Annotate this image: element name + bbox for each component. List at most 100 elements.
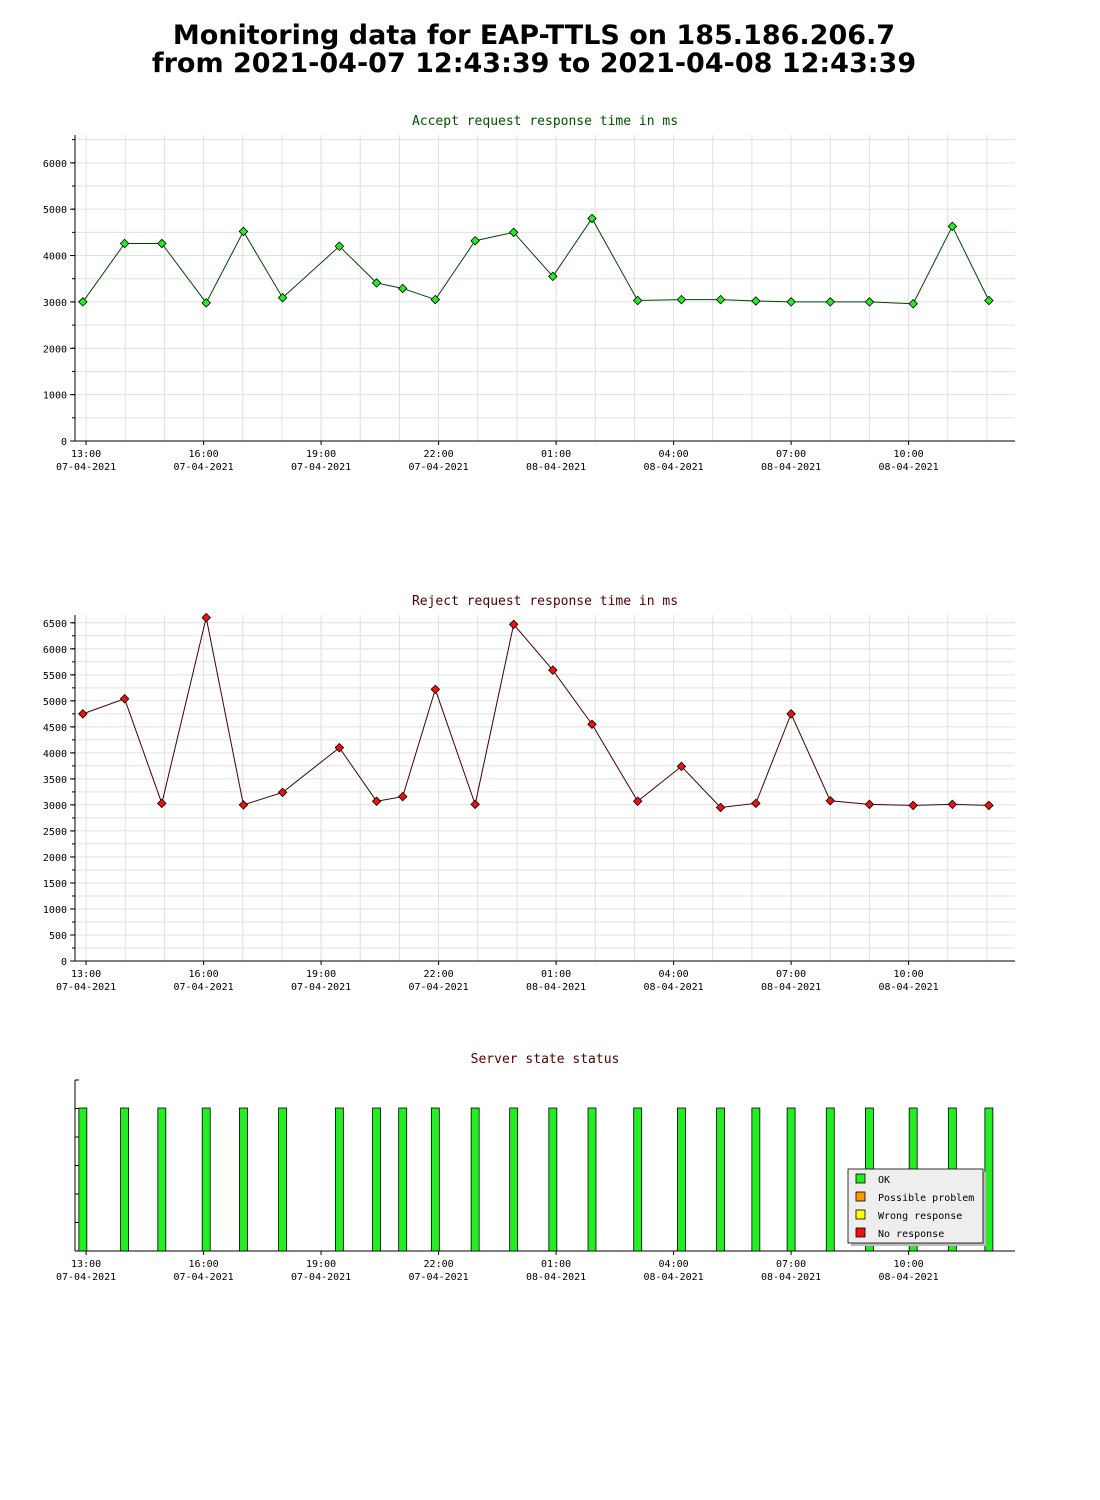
x-tick-label: 13:00 <box>71 449 101 460</box>
x-tick-label: 07:00 <box>776 969 806 980</box>
data-point <box>751 296 761 306</box>
y-tick-label: 2000 <box>43 853 67 864</box>
x-tick-date: 08-04-2021 <box>643 462 703 473</box>
x-tick-label: 04:00 <box>659 969 689 980</box>
status-bar <box>430 1107 440 1252</box>
status-bar <box>587 1107 597 1252</box>
x-tick-label: 10:00 <box>894 969 924 980</box>
x-tick-label: 19:00 <box>306 449 336 460</box>
x-tick-date: 07-04-2021 <box>173 982 233 993</box>
data-point <box>947 799 958 810</box>
series-line <box>82 617 989 809</box>
x-tick-date: 08-04-2021 <box>643 982 703 993</box>
data-point <box>78 297 88 307</box>
data-point <box>676 294 687 305</box>
data-point <box>908 800 918 811</box>
y-tick-label: 3000 <box>43 801 67 812</box>
y-tick-label: 4000 <box>43 252 67 263</box>
data-point <box>751 798 761 809</box>
status-bar <box>984 1107 994 1252</box>
x-tick-label: 01:00 <box>541 969 571 980</box>
status-bar <box>239 1107 248 1252</box>
x-tick-label: 07:00 <box>776 449 806 460</box>
page-title-line-1: Monitoring data for EAP-TTLS on 185.186.… <box>172 20 896 51</box>
y-tick-label: 5000 <box>43 205 67 216</box>
data-point <box>430 684 441 695</box>
x-tick-label: 01:00 <box>541 449 571 460</box>
data-point <box>632 796 643 807</box>
x-tick-label: 22:00 <box>424 1259 454 1270</box>
x-tick-date: 07-04-2021 <box>56 462 116 473</box>
x-tick-date: 08-04-2021 <box>761 1272 821 1283</box>
status-bar <box>825 1107 835 1252</box>
status-bar <box>398 1107 408 1252</box>
legend-label: Possible problem <box>878 1193 974 1204</box>
x-tick-label: 22:00 <box>424 449 454 460</box>
x-tick-label: 13:00 <box>71 969 101 980</box>
y-tick-label: 2000 <box>43 344 67 355</box>
data-point <box>825 795 836 806</box>
y-tick-label: 500 <box>49 931 67 942</box>
data-point <box>908 298 918 309</box>
data-point <box>864 799 875 810</box>
x-tick-label: 13:00 <box>71 1259 101 1270</box>
data-point <box>397 791 408 802</box>
x-tick-label: 19:00 <box>306 969 336 980</box>
data-point <box>984 295 994 306</box>
status-bar <box>470 1107 480 1252</box>
y-tick-label: 3000 <box>43 298 67 309</box>
data-point <box>786 709 796 719</box>
data-point <box>715 802 726 813</box>
status-bar <box>548 1107 558 1252</box>
x-tick-date: 08-04-2021 <box>526 982 586 993</box>
x-tick-date: 08-04-2021 <box>526 1272 586 1283</box>
y-tick-label: 5000 <box>43 697 67 708</box>
legend-label: Wrong response <box>878 1211 962 1222</box>
y-tick-label: 6000 <box>43 645 67 656</box>
data-point <box>470 799 480 810</box>
data-point <box>238 226 249 237</box>
reject-response-chart: Reject request response time in ms 0 500 10… <box>43 594 1015 993</box>
chart-title: Server state status <box>471 1052 620 1067</box>
data-point <box>201 612 211 623</box>
data-point <box>157 238 167 249</box>
data-point <box>157 798 167 809</box>
data-point <box>397 283 408 294</box>
data-point <box>371 278 382 288</box>
y-tick-label: 5500 <box>43 671 67 682</box>
chart-title: Reject request response time in ms <box>412 594 678 609</box>
page-title-line-2: from 2021-04-07 12:43:39 to 2021-04-08 1… <box>151 48 917 79</box>
page-title: Monitoring data for EAP-TTLS on 185.186.… <box>0 22 1068 78</box>
data-point <box>119 694 130 704</box>
legend-swatch <box>855 1173 866 1184</box>
x-tick-date: 07-04-2021 <box>173 1272 233 1283</box>
x-tick-date: 08-04-2021 <box>761 982 821 993</box>
x-tick-date: 07-04-2021 <box>173 462 233 473</box>
data-point <box>508 227 519 238</box>
legend-swatch <box>855 1191 866 1202</box>
x-tick-label: 16:00 <box>189 449 219 460</box>
data-point <box>508 619 519 630</box>
x-tick-date: 08-04-2021 <box>878 982 938 993</box>
x-tick-label: 07:00 <box>776 1259 806 1270</box>
x-tick-date: 07-04-2021 <box>291 982 351 993</box>
series-line <box>82 217 990 305</box>
status-bar <box>278 1107 287 1252</box>
data-point <box>825 297 836 307</box>
y-tick-label: 1000 <box>43 391 67 402</box>
x-tick-label: 10:00 <box>894 449 924 460</box>
status-bar <box>677 1107 686 1252</box>
x-tick-date: 08-04-2021 <box>643 1272 703 1283</box>
status-bar <box>716 1107 725 1252</box>
accept-response-chart: Accept request response time in ms 0 1000 2… <box>43 114 1015 473</box>
status-bar <box>786 1107 796 1252</box>
legend-box <box>847 1168 984 1244</box>
status-bar <box>372 1107 381 1252</box>
legend-swatch <box>855 1209 866 1220</box>
data-point <box>201 298 211 308</box>
data-point <box>587 213 597 224</box>
legend-swatch <box>855 1227 866 1238</box>
x-tick-label: 04:00 <box>659 1259 689 1270</box>
data-point <box>548 665 558 675</box>
x-tick-label: 22:00 <box>424 969 454 980</box>
